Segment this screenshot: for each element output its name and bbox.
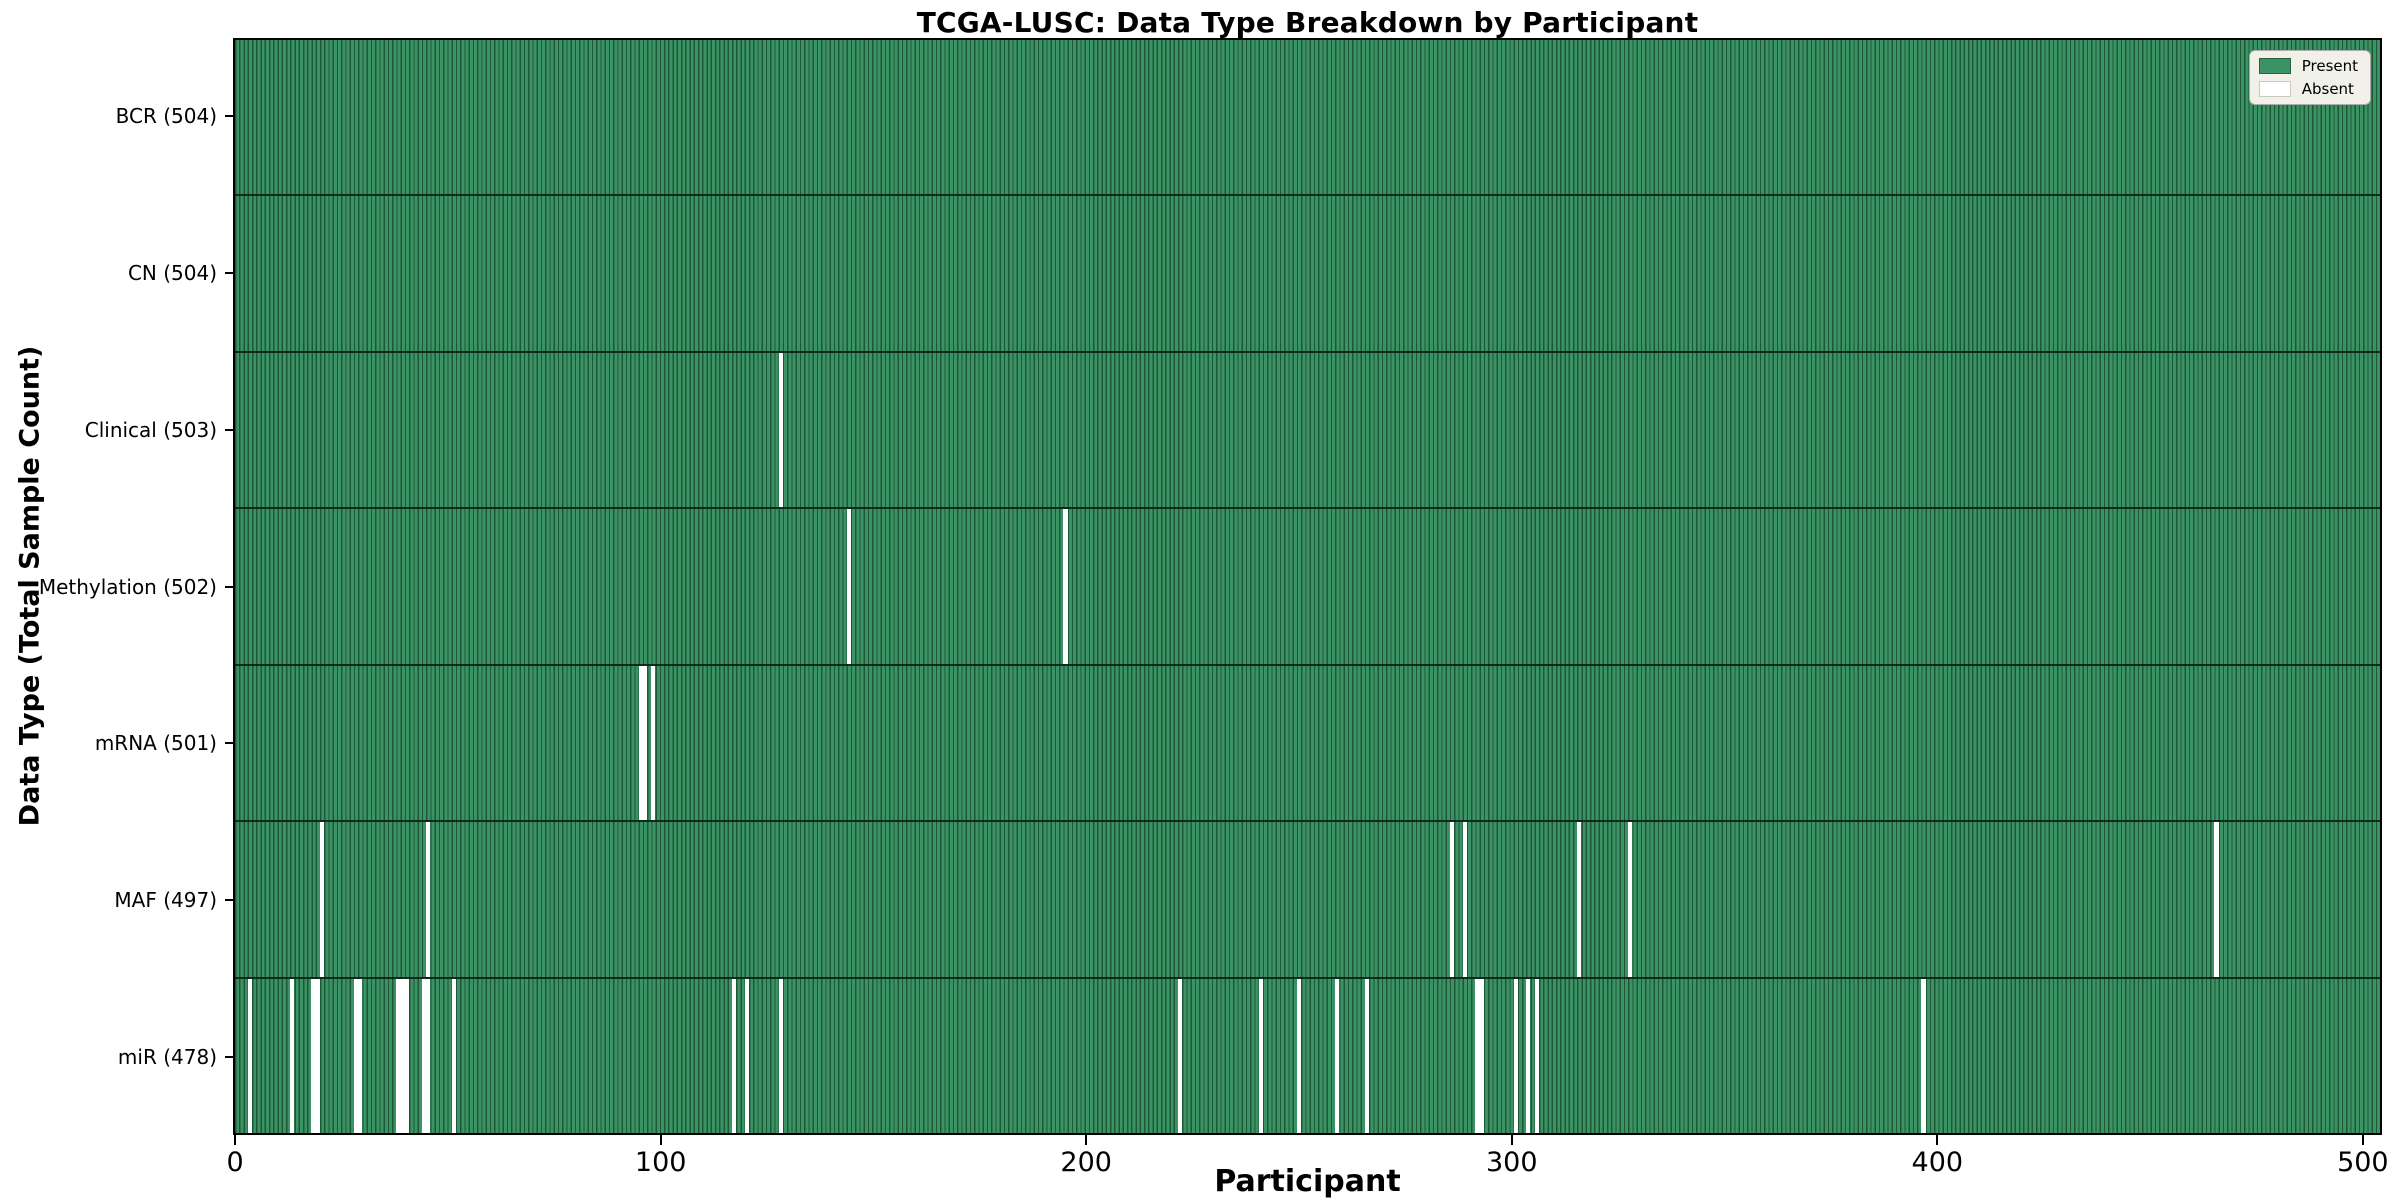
y-tick-mark (225, 272, 233, 275)
absent-gap (404, 978, 410, 1133)
absent-gap (2214, 822, 2219, 977)
heatmap-row-clinical (235, 352, 2380, 510)
absent-gap (358, 978, 363, 1133)
y-tick-label: Clinical (503) (84, 417, 217, 442)
x-tick-label: 200 (1060, 1147, 1112, 1178)
x-tick-label: 0 (226, 1147, 244, 1178)
absent-gap (778, 978, 783, 1133)
absent-gap (731, 978, 737, 1133)
y-tick-label: Methylation (502) (38, 574, 217, 599)
legend-entry-absent: Absent (2258, 79, 2358, 98)
absent-gap (1526, 978, 1531, 1133)
x-tick-mark (234, 1135, 237, 1145)
absent-gap (1513, 978, 1518, 1133)
x-tick-mark (1085, 1135, 1088, 1145)
y-tick-mark (225, 1055, 233, 1058)
absent-gap (1577, 822, 1582, 977)
absent-gap (400, 978, 405, 1133)
x-axis-title: Participant (1214, 1164, 1401, 1199)
y-axis: BCR (504) CN (504) Clinical (503) Methylati… (0, 38, 233, 1135)
absent-gap (426, 822, 431, 977)
absent-gap (311, 978, 316, 1133)
heatmap-row-mir (235, 978, 2380, 1133)
absent-gap (1475, 978, 1480, 1133)
y-tick-mark (225, 898, 233, 901)
y-tick-mark (225, 742, 233, 745)
legend-absent-swatch (2258, 81, 2291, 97)
absent-gap (421, 978, 427, 1133)
absent-gap (315, 978, 320, 1133)
absent-gap (451, 978, 456, 1133)
absent-gap (1534, 978, 1539, 1133)
absent-gap (1296, 978, 1302, 1133)
absent-gap (744, 978, 749, 1133)
heatmap-row-maf (235, 822, 2380, 979)
absent-gap (1335, 978, 1340, 1133)
heatmap-row-mrna (235, 665, 2380, 823)
x-tick-label: 500 (2337, 1147, 2389, 1178)
absent-gap (247, 978, 252, 1133)
absent-gap (426, 978, 431, 1133)
absent-gap (290, 978, 295, 1133)
absent-gap (778, 352, 783, 508)
absent-gap (1628, 822, 1633, 977)
absent-gap (319, 822, 325, 977)
y-tick-label: MAF (497) (114, 887, 217, 912)
absent-gap (1449, 822, 1455, 977)
absent-gap (353, 978, 359, 1133)
y-tick-mark (225, 428, 233, 431)
absent-gap (642, 665, 647, 821)
heatmap-row-cn (235, 196, 2380, 353)
y-tick-label: BCR (504) (115, 104, 217, 129)
absent-gap (1063, 509, 1068, 664)
x-tick-label: 300 (1485, 1147, 1538, 1178)
plot-area: Present Absent (233, 38, 2382, 1135)
x-tick-mark (1936, 1135, 1939, 1145)
legend-present-swatch (2258, 58, 2291, 74)
x-tick-mark (659, 1135, 662, 1145)
absent-gap (1177, 978, 1183, 1133)
x-tick-mark (2361, 1135, 2364, 1145)
absent-gap (1364, 978, 1370, 1133)
absent-gap (638, 665, 643, 821)
absent-gap (396, 978, 401, 1133)
legend-entry-present: Present (2258, 56, 2358, 75)
absent-gap (1462, 822, 1467, 977)
x-tick-label: 400 (1911, 1147, 1964, 1178)
y-tick-mark (225, 115, 233, 118)
x-axis: 0 100 200 300 400 500 (227, 1135, 2389, 1195)
heatmap-row-methylation (235, 509, 2380, 666)
absent-gap (1258, 978, 1263, 1133)
rows-container (235, 40, 2380, 1133)
x-tick-label: 100 (634, 1147, 687, 1178)
y-tick-label: miR (478) (117, 1044, 217, 1069)
y-tick-label: CN (504) (127, 261, 217, 286)
absent-gap (846, 509, 851, 664)
legend: Present Absent (2248, 50, 2371, 105)
absent-gap (1921, 978, 1926, 1133)
absent-gap (1479, 978, 1484, 1133)
legend-absent-label: Absent (2301, 79, 2354, 98)
absent-gap (651, 665, 656, 821)
y-tick-label: mRNA (501) (94, 731, 217, 756)
x-tick-mark (1510, 1135, 1513, 1145)
chart-title: TCGA-LUSC: Data Type Breakdown by Partic… (916, 6, 1699, 39)
y-tick-mark (225, 585, 233, 588)
legend-present-label: Present (2301, 56, 2358, 75)
heatmap-row-bcr (235, 40, 2380, 197)
